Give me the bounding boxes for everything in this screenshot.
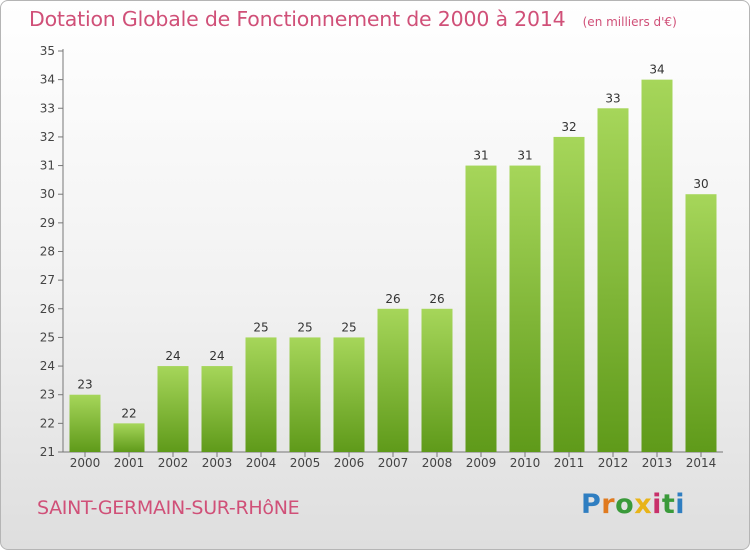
y-tick-label: 25	[40, 330, 55, 344]
y-tick-label: 23	[40, 388, 55, 402]
bar	[289, 337, 321, 452]
bar	[333, 337, 365, 452]
x-tick-label: 2006	[334, 456, 365, 470]
y-tick-label: 34	[40, 73, 55, 87]
bar	[685, 194, 717, 452]
logo-letter: x	[634, 489, 653, 520]
bar-value-label: 25	[253, 320, 268, 334]
bar-value-label: 31	[517, 149, 532, 163]
bar	[113, 423, 145, 452]
bar-value-label: 22	[121, 406, 136, 420]
bar-value-label: 24	[209, 349, 224, 363]
x-tick-label: 2014	[686, 456, 717, 470]
bar-value-label: 31	[473, 149, 488, 163]
x-tick-label: 2011	[554, 456, 585, 470]
bar-value-label: 23	[77, 378, 92, 392]
logo-letter: r	[601, 489, 616, 520]
chart-unit: (en milliers d'€)	[582, 15, 677, 29]
x-tick-label: 2001	[114, 456, 145, 470]
x-tick-label: 2013	[642, 456, 673, 470]
bar-value-label: 33	[605, 91, 620, 105]
chart-title-block: Dotation Globale de Fonctionnement de 20…	[29, 7, 677, 31]
y-tick-label: 32	[40, 130, 55, 144]
logo-letter: o	[615, 489, 635, 520]
bar-value-label: 26	[429, 292, 444, 306]
logo-letter: i	[675, 489, 686, 520]
bar	[465, 165, 497, 453]
bar	[157, 366, 189, 452]
y-tick-label: 27	[40, 273, 55, 287]
x-tick-label: 2007	[378, 456, 409, 470]
x-tick-label: 2003	[202, 456, 233, 470]
x-tick-label: 2012	[598, 456, 629, 470]
bar	[69, 394, 101, 452]
y-tick-label: 33	[40, 101, 55, 115]
x-tick-label: 2010	[510, 456, 541, 470]
bar	[377, 308, 409, 452]
logo-letter: P	[581, 489, 602, 520]
bar	[553, 136, 585, 452]
y-tick-label: 26	[40, 302, 55, 316]
y-tick-label: 24	[40, 359, 55, 373]
bar	[421, 308, 453, 452]
logo-letter: i	[652, 489, 662, 520]
y-tick-label: 31	[40, 159, 55, 173]
bar	[201, 366, 233, 452]
x-tick-label: 2004	[246, 456, 277, 470]
x-tick-label: 2009	[466, 456, 497, 470]
y-tick-label: 22	[40, 416, 55, 430]
x-tick-label: 2002	[158, 456, 189, 470]
bar-value-label: 24	[165, 349, 180, 363]
bar-value-label: 26	[385, 292, 400, 306]
y-tick-label: 29	[40, 216, 55, 230]
bar-value-label: 34	[649, 63, 664, 77]
bar	[641, 79, 673, 453]
bar-value-label: 25	[297, 320, 312, 334]
proxiti-logo: Proxiti	[581, 489, 685, 520]
y-tick-label: 35	[40, 44, 55, 58]
bar	[245, 337, 277, 452]
y-tick-label: 28	[40, 245, 55, 259]
bar-value-label: 30	[693, 177, 708, 191]
logo-letter: t	[661, 489, 676, 520]
x-tick-label: 2005	[290, 456, 321, 470]
x-tick-label: 2000	[70, 456, 101, 470]
chart-title: Dotation Globale de Fonctionnement de 20…	[29, 7, 566, 31]
commune-name: SAINT-GERMAIN-SUR-RHôNE	[37, 497, 300, 519]
bar	[597, 108, 629, 453]
bar	[509, 165, 541, 453]
y-tick-label: 30	[40, 187, 55, 201]
y-tick-label: 21	[40, 445, 55, 459]
bar-value-label: 32	[561, 120, 576, 134]
x-tick-label: 2008	[422, 456, 453, 470]
bar-value-label: 25	[341, 320, 356, 334]
